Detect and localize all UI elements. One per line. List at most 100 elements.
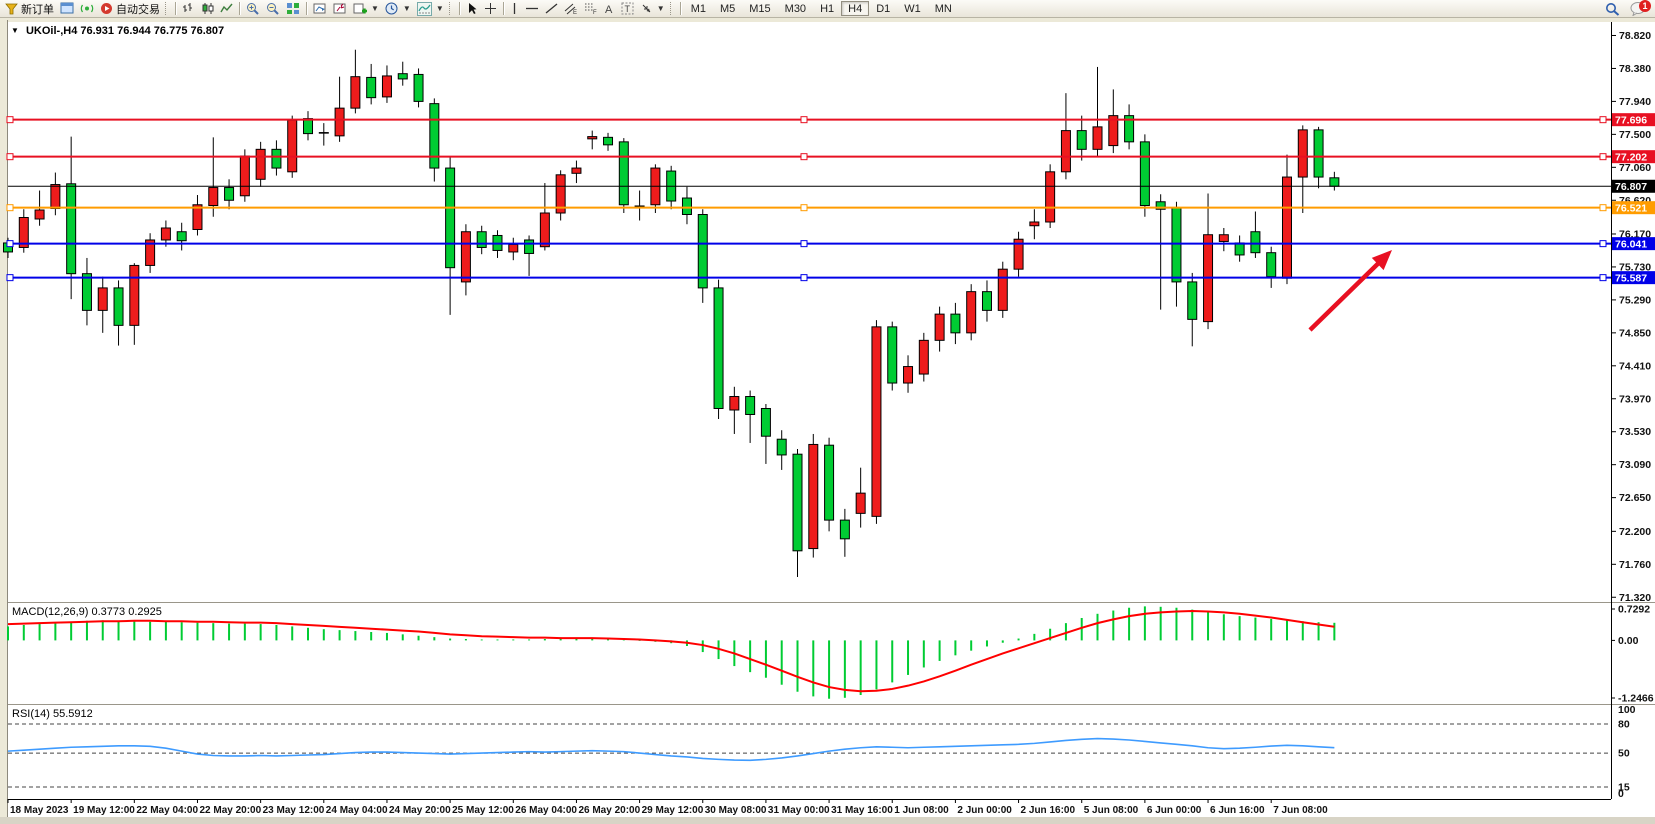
svg-text:1 Jun 08:00: 1 Jun 08:00 — [894, 805, 949, 816]
horizontal-line-76.041[interactable]: 76.041 — [6, 237, 1655, 251]
trendline-tool-button[interactable] — [542, 1, 561, 17]
zoom-out-icon — [266, 2, 280, 15]
indicators-list-button[interactable]: ▼ — [414, 1, 447, 17]
line-handle — [800, 116, 808, 124]
timeframe-button-H4[interactable]: H4 — [841, 1, 870, 16]
svg-text:75.587: 75.587 — [1615, 272, 1647, 284]
chart-background — [8, 22, 1655, 817]
vertical-line-icon — [510, 2, 519, 15]
timeframe-button-M5[interactable]: M5 — [713, 1, 742, 16]
timeframe-button-M30[interactable]: M30 — [778, 1, 813, 16]
zoom-out-button[interactable] — [263, 1, 283, 17]
chart-profile-button[interactable] — [310, 1, 330, 17]
navigator-button[interactable] — [77, 1, 97, 17]
market-watch-icon — [60, 2, 74, 15]
cursor-tool-button[interactable] — [463, 1, 481, 17]
market-watch-button[interactable] — [57, 1, 77, 17]
toolbar-grip — [165, 2, 170, 15]
timeframe-button-M1[interactable]: M1 — [684, 1, 713, 16]
fibonacci-tool-button[interactable]: F — [581, 1, 601, 17]
price-badge — [1612, 271, 1655, 285]
chart-shift-icon — [333, 2, 347, 15]
chevron-down-icon: ▼ — [371, 4, 379, 13]
cursor-icon — [466, 2, 478, 15]
chart-canvas[interactable]: 78.82078.38077.94077.50077.06076.62076.1… — [0, 18, 1655, 824]
new-order-button[interactable]: 新订单 — [2, 1, 57, 17]
toolbar-separator — [502, 2, 504, 15]
horizontal-line-77.202[interactable]: 77.202 — [6, 150, 1655, 163]
svg-text:76.807: 76.807 — [1615, 181, 1647, 193]
zoom-in-icon — [246, 2, 260, 15]
line-handle — [800, 274, 808, 282]
arrows-tool-button[interactable]: ▼ — [637, 1, 668, 17]
horizontal-line-76.521[interactable]: 76.521 — [6, 201, 1655, 214]
svg-text:74.850: 74.850 — [1619, 327, 1651, 339]
trendline-icon — [545, 2, 558, 15]
svg-text:78.820: 78.820 — [1619, 30, 1651, 42]
crosshair-tool-button[interactable] — [481, 1, 500, 17]
arrows-icon — [640, 2, 653, 15]
window-bottom-edge — [0, 817, 1655, 824]
fibonacci-icon: F — [584, 2, 598, 15]
channel-tool-button[interactable]: E — [561, 1, 581, 17]
svg-text:77.060: 77.060 — [1619, 162, 1651, 174]
svg-text:78.380: 78.380 — [1619, 63, 1651, 75]
horizontal-line-icon — [525, 2, 539, 15]
svg-text:74.410: 74.410 — [1619, 360, 1651, 372]
svg-text:0: 0 — [1618, 788, 1624, 800]
zoom-in-button[interactable] — [243, 1, 263, 17]
line-chart-icon — [220, 2, 233, 15]
horizontal-line-tool-button[interactable] — [522, 1, 542, 17]
svg-text:73.530: 73.530 — [1619, 426, 1651, 438]
svg-text:24 May 04:00: 24 May 04:00 — [326, 805, 388, 816]
time-axis: 18 May 2023 19 May 12:00 22 May 04:00 22 Ma… — [7, 799, 1611, 816]
price-axis: 78.82078.38077.94077.50077.06076.62076.1… — [1611, 22, 1651, 799]
toolbar-separator — [306, 2, 307, 15]
svg-text:50: 50 — [1618, 748, 1630, 760]
bar-chart-icon — [182, 2, 195, 15]
bar-chart-button[interactable] — [179, 1, 198, 17]
chart-shift-button[interactable] — [330, 1, 350, 17]
line-handle — [6, 153, 14, 161]
text-tool-button[interactable]: A — [601, 1, 618, 17]
timeframe-button-MN[interactable]: MN — [928, 1, 959, 16]
macd-panel: 0.7292 0.00 -1.2466 — [7, 604, 1654, 705]
svg-text:2 Jun 00:00: 2 Jun 00:00 — [957, 805, 1012, 816]
line-handle — [6, 204, 14, 212]
rsi-panel: 100 80 50 150 — [7, 704, 1636, 800]
line-handle — [800, 153, 808, 161]
label-tool-button[interactable]: T — [618, 1, 637, 17]
equidistant-channel-icon: E — [564, 2, 578, 15]
price-badge — [1612, 113, 1655, 127]
line-handle — [6, 240, 14, 248]
price-badge — [1612, 237, 1655, 251]
svg-text:71.320: 71.320 — [1619, 592, 1651, 604]
notifications-button[interactable]: 1 — [1627, 0, 1651, 17]
svg-text:100: 100 — [1618, 704, 1636, 716]
price-badge — [1612, 179, 1655, 193]
horizontal-line-75.587[interactable]: 75.587 — [6, 271, 1655, 285]
period-clock-button[interactable]: ▼ — [382, 1, 414, 17]
auto-trading-button[interactable]: 自动交易 — [97, 1, 163, 17]
svg-text:31 May 00:00: 31 May 00:00 — [768, 805, 830, 816]
chevron-down-icon: ▼ — [402, 4, 411, 13]
line-handle — [1599, 116, 1607, 124]
svg-text:15: 15 — [1618, 781, 1630, 793]
svg-text:A: A — [605, 4, 613, 15]
auto-trading-icon — [100, 2, 113, 15]
timeframe-button-W1[interactable]: W1 — [897, 1, 928, 16]
trend-arrow-annotation[interactable] — [1308, 250, 1392, 332]
search-button[interactable] — [1602, 1, 1623, 17]
line-chart-button[interactable] — [217, 1, 236, 17]
svg-text:22 May 20:00: 22 May 20:00 — [199, 805, 261, 816]
timeframe-button-D1[interactable]: D1 — [869, 1, 897, 16]
add-indicator-button[interactable]: ▼ — [350, 1, 382, 17]
timeframe-button-M15[interactable]: M15 — [742, 1, 777, 16]
candlestick-chart-button[interactable] — [198, 1, 217, 17]
svg-text:0.00: 0.00 — [1618, 635, 1639, 647]
timeframe-button-H1[interactable]: H1 — [813, 1, 841, 16]
chevron-down-icon: ▼ — [435, 4, 444, 13]
horizontal-line-77.696[interactable]: 77.696 — [6, 113, 1655, 127]
tile-windows-button[interactable] — [283, 1, 303, 17]
vertical-line-tool-button[interactable] — [507, 1, 522, 17]
